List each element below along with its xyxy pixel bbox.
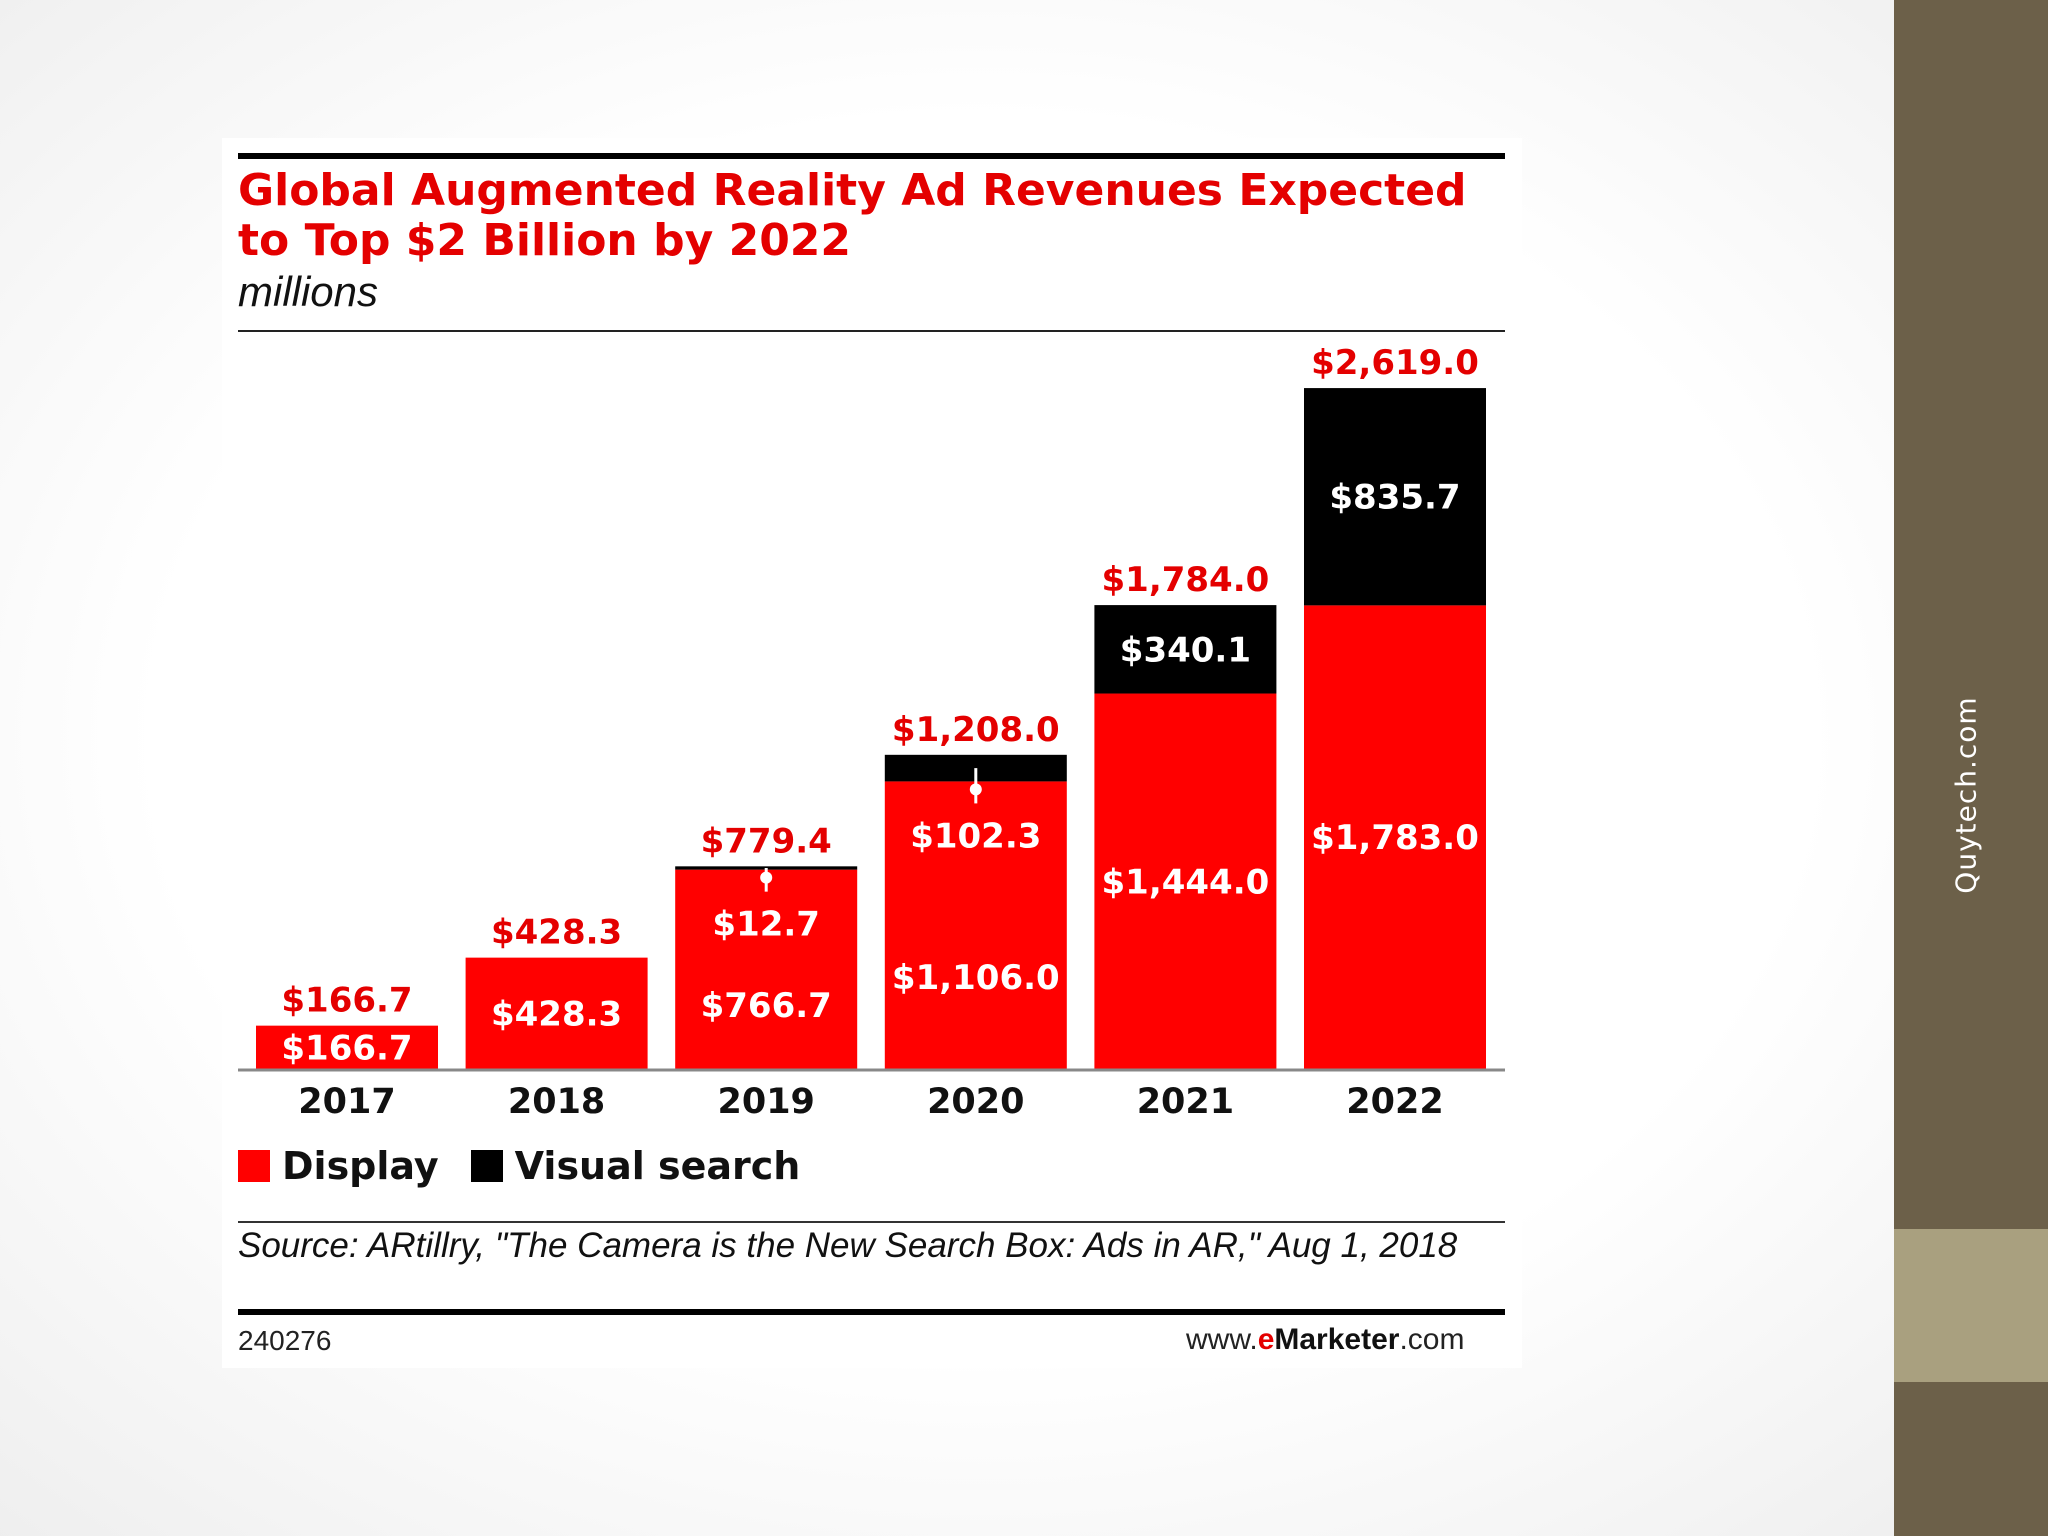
visual-search-label-2022: $835.7	[1329, 478, 1460, 518]
legend-label-display: Display	[282, 1144, 439, 1188]
display-label-2022: $1,783.0	[1311, 818, 1479, 858]
total-label-2019: $779.4	[701, 821, 832, 861]
sidebar-accent-block	[1894, 1229, 2048, 1382]
source-note: Source: ARtillry, "The Camera is the New…	[238, 1226, 1458, 1265]
bar-visual-search-2022	[1304, 388, 1486, 606]
x-tick-label-2018: 2018	[508, 1082, 605, 1122]
x-tick-label-2022: 2022	[1346, 1082, 1443, 1122]
chart-id: 240276	[238, 1325, 332, 1356]
x-tick-label-2021: 2021	[1137, 1082, 1234, 1122]
bar-visual-search-2021	[1094, 605, 1277, 694]
callout-dot-2019	[760, 871, 773, 884]
legend-item-display: Display	[238, 1144, 439, 1188]
bar-display-2017	[256, 1025, 438, 1069]
total-label-2020: $1,208.0	[892, 710, 1060, 750]
bar-display-2021	[1094, 693, 1277, 1069]
x-tick-label-2019: 2019	[717, 1082, 814, 1122]
legend-item-visual-search: Visual search	[470, 1144, 801, 1188]
brand-prefix: www.	[1186, 1323, 1258, 1356]
brand-marketer: Marketer	[1274, 1323, 1400, 1356]
brand-suffix: .com	[1399, 1323, 1465, 1356]
chart-title: Global Augmented Reality Ad Revenues Exp…	[238, 165, 1467, 266]
legend-swatch-display	[238, 1150, 270, 1182]
bar-display-2018	[465, 957, 648, 1069]
bar-display-2020	[884, 781, 1067, 1069]
visual-search-label-2021: $340.1	[1120, 630, 1251, 670]
x-tick-label-2020: 2020	[927, 1082, 1024, 1122]
callout-dot-2020	[969, 783, 982, 796]
display-label-2018: $428.3	[491, 994, 622, 1034]
chart-legend: Display Visual search	[238, 1144, 832, 1188]
brand-e: e	[1257, 1323, 1275, 1356]
bar-visual-search-2019	[675, 866, 858, 870]
legend-swatch-visual-search	[470, 1150, 503, 1182]
chart-subtitle: millions	[238, 268, 379, 315]
display-label-2020: $1,106.0	[892, 958, 1060, 998]
legend-label-visual-search: Visual search	[514, 1144, 801, 1188]
display-label-2021: $1,444.0	[1102, 862, 1270, 902]
visual-search-label-2019: $12.7	[712, 905, 820, 945]
display-label-2019: $766.7	[701, 986, 832, 1026]
visual-search-label-2020: $102.3	[910, 816, 1041, 856]
total-label-2021: $1,784.0	[1102, 560, 1270, 600]
total-label-2018: $428.3	[491, 913, 622, 953]
total-label-2017: $166.7	[281, 981, 412, 1021]
brand-link[interactable]: www.eMarketer.com	[1186, 1323, 1464, 1357]
bar-display-2022	[1304, 605, 1486, 1069]
bar-display-2019	[675, 869, 858, 1069]
display-label-2017: $166.7	[281, 1028, 412, 1068]
total-label-2022: $2,619.0	[1311, 343, 1479, 383]
x-tick-label-2017: 2017	[298, 1082, 395, 1122]
